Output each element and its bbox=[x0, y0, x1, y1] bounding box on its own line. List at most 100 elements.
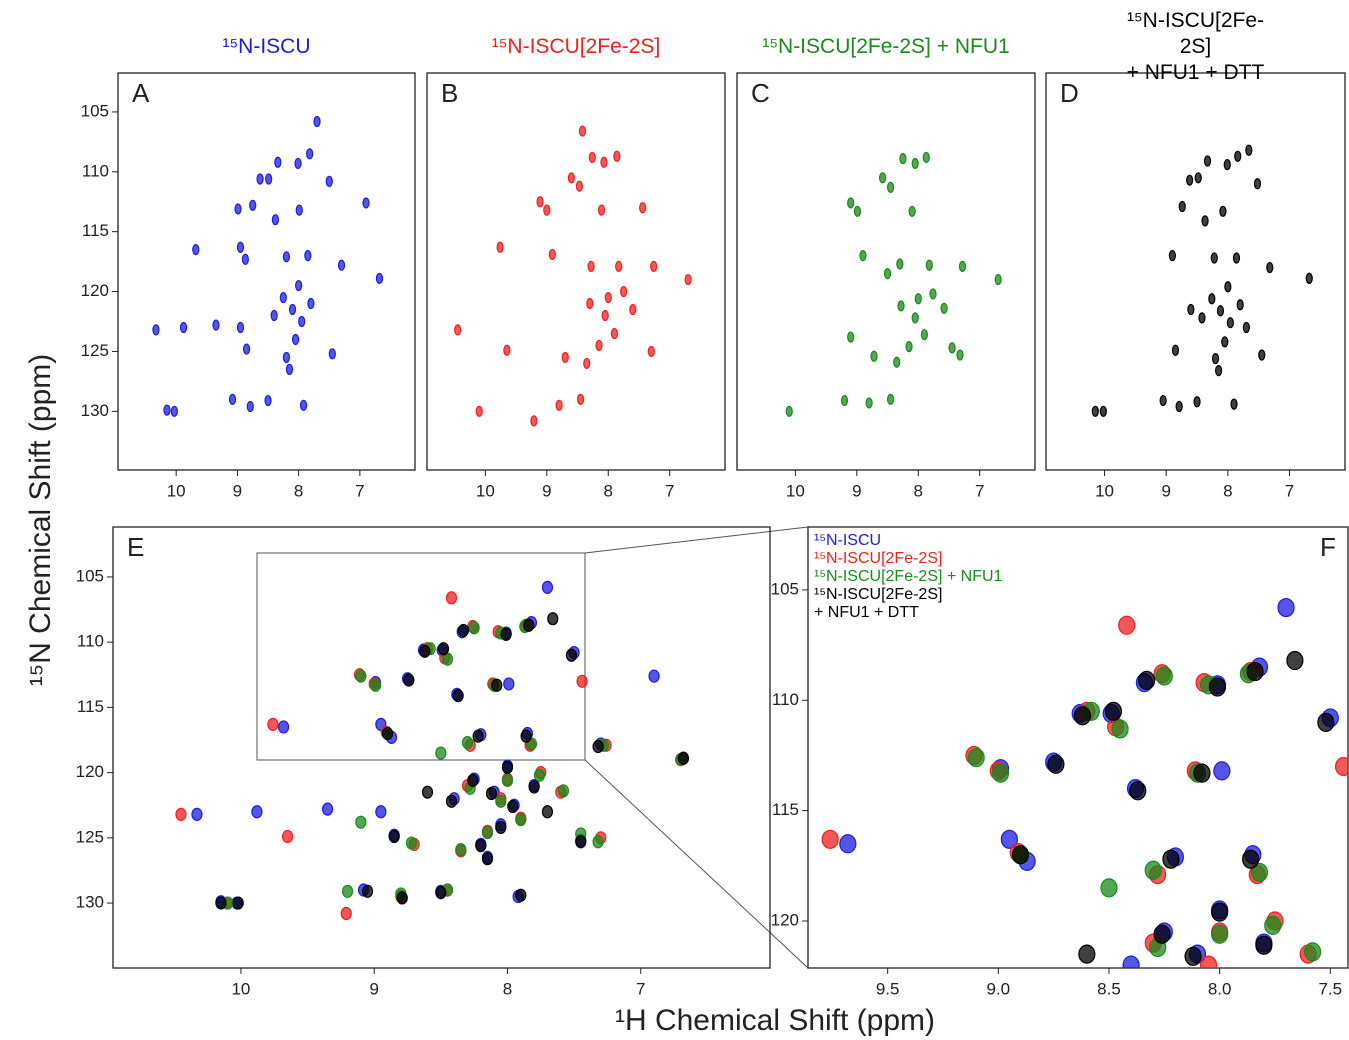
peak bbox=[501, 773, 514, 788]
peak bbox=[337, 259, 346, 271]
peak bbox=[236, 321, 245, 334]
peak bbox=[1286, 650, 1304, 671]
peak bbox=[1073, 706, 1092, 726]
peak bbox=[304, 250, 312, 262]
peak bbox=[821, 829, 839, 849]
peak bbox=[639, 202, 647, 214]
peak bbox=[279, 291, 287, 304]
panel-label: B bbox=[441, 78, 458, 108]
y-tick-label: 115 bbox=[77, 697, 104, 716]
peak bbox=[684, 273, 692, 286]
peak bbox=[340, 906, 352, 921]
peak bbox=[565, 648, 578, 662]
peak bbox=[991, 763, 1010, 783]
peak bbox=[454, 324, 462, 336]
peak bbox=[1111, 719, 1129, 739]
peak bbox=[615, 260, 623, 273]
x-tick-label: 7 bbox=[636, 979, 645, 998]
peak bbox=[307, 297, 315, 310]
x-tick-label: 7 bbox=[665, 481, 674, 500]
plot-frame bbox=[736, 72, 1036, 471]
peak bbox=[1186, 174, 1194, 186]
peak bbox=[1099, 405, 1107, 417]
peak bbox=[620, 285, 628, 298]
peaks bbox=[1091, 144, 1313, 417]
peak bbox=[501, 760, 514, 774]
peak bbox=[421, 785, 434, 799]
legend-entry: ¹⁵N-ISCU bbox=[814, 532, 882, 549]
peak bbox=[1011, 845, 1030, 865]
peak bbox=[472, 729, 484, 743]
peak bbox=[1215, 365, 1223, 377]
peak bbox=[495, 820, 507, 834]
peak bbox=[1236, 299, 1244, 311]
peak bbox=[583, 357, 591, 370]
peak bbox=[1175, 400, 1183, 413]
peak bbox=[1178, 200, 1186, 213]
peak bbox=[265, 173, 273, 185]
peak bbox=[1246, 661, 1264, 682]
peak bbox=[267, 717, 279, 731]
peak bbox=[575, 180, 583, 192]
zoom-connector bbox=[584, 759, 809, 969]
peak bbox=[865, 397, 873, 409]
peak bbox=[503, 677, 515, 691]
x-tick-label: 10 bbox=[231, 979, 250, 998]
peak bbox=[1193, 396, 1201, 408]
panel-label: C bbox=[751, 78, 770, 108]
peak bbox=[249, 199, 257, 211]
peak bbox=[481, 826, 494, 840]
peak bbox=[491, 678, 503, 692]
peaks bbox=[454, 125, 692, 427]
peak bbox=[1230, 398, 1238, 410]
peak bbox=[457, 623, 470, 638]
peak bbox=[1277, 597, 1295, 618]
peak bbox=[650, 260, 658, 273]
peak bbox=[1264, 915, 1282, 936]
legend-entry: ¹⁵N-ISCU[2Fe-2S] bbox=[814, 550, 943, 567]
peak bbox=[604, 291, 612, 304]
peak bbox=[967, 748, 985, 768]
plot-frame bbox=[426, 72, 726, 471]
peak bbox=[588, 151, 596, 164]
peak bbox=[548, 248, 556, 261]
peak bbox=[859, 250, 867, 262]
plot-frame bbox=[807, 526, 1349, 969]
panel-label: A bbox=[132, 78, 150, 108]
peak bbox=[1091, 405, 1099, 417]
peak bbox=[294, 157, 302, 170]
y-tick-label: 120 bbox=[771, 910, 799, 929]
peak bbox=[281, 829, 294, 844]
peak bbox=[503, 344, 511, 356]
panel-title: ¹⁵N-ISCU[2Fe-2S] + NFU1 bbox=[762, 35, 1010, 58]
x-tick-label: 8 bbox=[1223, 481, 1232, 500]
peak bbox=[298, 315, 306, 328]
peak bbox=[536, 196, 544, 208]
x-tick-label: 7 bbox=[1285, 481, 1294, 500]
peak bbox=[437, 642, 450, 656]
peak bbox=[1162, 849, 1180, 869]
peak bbox=[163, 404, 171, 416]
x-tick-label: 8.0 bbox=[1208, 979, 1232, 998]
peak bbox=[236, 241, 245, 253]
x-tick-label: 7.5 bbox=[1318, 979, 1342, 998]
peak bbox=[1168, 250, 1176, 262]
peak bbox=[1187, 303, 1195, 316]
peak bbox=[1122, 955, 1140, 968]
panel-label: D bbox=[1060, 78, 1079, 108]
peak bbox=[475, 405, 483, 417]
x-tick-label: 9 bbox=[233, 481, 242, 500]
y-tick-label: 120 bbox=[81, 281, 109, 300]
peak bbox=[1213, 761, 1231, 781]
peak bbox=[853, 205, 862, 217]
peak bbox=[896, 258, 904, 270]
peak bbox=[677, 751, 689, 765]
peak bbox=[1153, 924, 1171, 944]
y-tick-label: 110 bbox=[82, 161, 109, 180]
peak bbox=[481, 852, 494, 866]
x-tick-label: 9.0 bbox=[987, 979, 1011, 998]
peak bbox=[325, 175, 333, 187]
peak bbox=[1129, 781, 1147, 801]
peak bbox=[1104, 701, 1123, 721]
